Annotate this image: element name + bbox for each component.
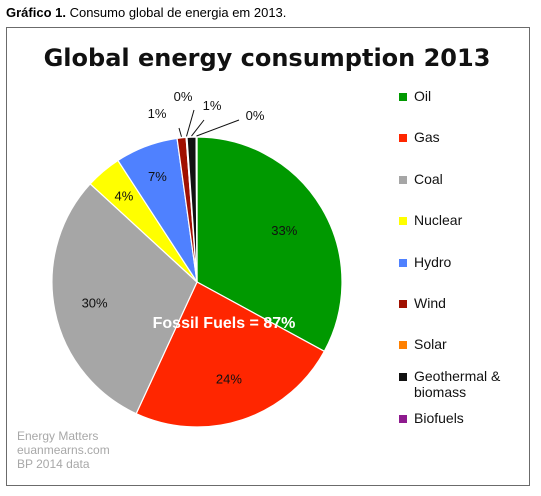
legend-swatch [399,134,407,142]
legend-swatch [399,93,407,101]
legend-swatch [399,415,407,423]
slice-label-nuclear: 4% [115,189,134,204]
slice-label-hydro: 7% [148,169,167,184]
slice-label-biofuels: 0% [246,108,265,123]
leader-line-biofuels [196,119,240,137]
legend-item-coal: Coal [399,171,534,187]
slice-label-coal: 30% [82,296,108,311]
leader-line-geothermal-biomass [191,119,205,137]
legend-label: Gas [414,129,440,145]
caption-label: Gráfico 1. [6,5,66,20]
legend-label: Geothermal & biomass [414,368,501,400]
slice-label-geothermal-biomass: 1% [203,98,222,113]
legend-swatch [399,341,407,349]
pie-chart: 33% 24% 30% 4% 7% 1% 0% 1% 0% Fossil Fuels = 87% [51,89,343,428]
pie-slice-oil [196,136,343,353]
pie-slice-coal [51,183,198,415]
legend-item-nuclear: Nuclear [399,212,534,228]
legend-label: Solar [414,336,447,352]
credits: Energy Matters euanmearns.com BP 2014 da… [17,429,110,471]
legend-label: Biofuels [414,410,464,426]
pie-slice-biofuels [195,136,198,283]
legend-swatch [399,176,407,184]
caption-text: Consumo global de energia em 2013. [65,5,287,20]
slice-label-solar: 0% [174,89,193,104]
slice-label-wind: 1% [148,106,167,121]
pie-slice-gas [135,281,326,428]
legend-item-wind: Wind [399,295,534,311]
legend-item-oil: Oil [399,88,534,104]
slice-label-oil: 33% [271,223,297,238]
legend-label: Hydro [414,254,452,270]
legend-swatch [399,217,407,225]
legend-item-gas: Gas [399,129,534,145]
legend-label: Wind [414,295,446,311]
slice-label-gas: 24% [216,371,242,386]
legend-item-biofuels: Biofuels [399,410,534,426]
credit-line: Energy Matters [17,429,99,443]
figure-caption: Gráfico 1. Consumo global de energia em … [6,5,286,20]
chart-title: Global energy consumption 2013 [43,44,491,72]
legend-label: Nuclear [414,212,463,228]
legend-label: Oil [414,88,432,104]
legend-swatch [399,373,407,381]
credit-line: BP 2014 data [17,457,90,471]
legend-item-solar: Solar [399,336,534,352]
credit-line: euanmearns.com [17,443,110,457]
legend-label: Coal [414,171,443,187]
fossil-fuels-annotation: Fossil Fuels = 87% [153,315,296,332]
legend-swatch [399,300,407,308]
legend-swatch [399,259,407,267]
leader-line-wind [178,127,182,137]
chart-frame: 33% 24% 30% 4% 7% 1% 0% 1% 0% Fossil Fuels = 87% … [6,27,530,486]
leader-line-solar [186,109,195,137]
legend-item-hydro: Hydro [399,254,534,270]
legend-item-geothermal-biomass: Geothermal & biomass [399,368,534,400]
